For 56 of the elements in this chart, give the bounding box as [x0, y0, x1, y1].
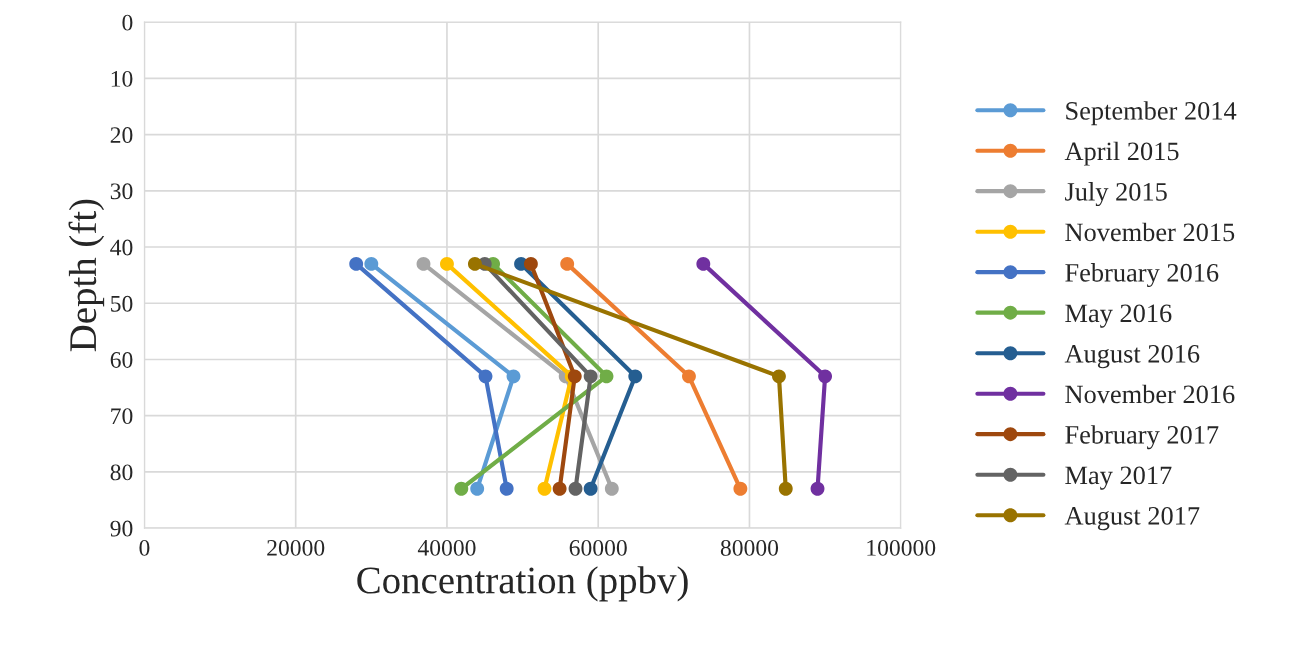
point: [467, 256, 482, 271]
point: [583, 369, 598, 384]
y-tick-label: 80: [110, 464, 133, 481]
y-tick-label: 40: [110, 239, 133, 256]
point: [778, 481, 793, 496]
legend-label: May 2016: [1065, 304, 1172, 328]
point: [478, 369, 493, 384]
legend-label: November 2016: [1065, 384, 1235, 404]
x-tick-label: 80000: [720, 539, 779, 556]
point: [604, 481, 619, 496]
point: [499, 481, 514, 496]
point: [818, 369, 833, 384]
point: [560, 256, 575, 271]
point: [810, 481, 825, 496]
y-tick-label: 70: [111, 408, 133, 425]
y-tick-label: 20: [110, 127, 133, 144]
point: [568, 481, 583, 496]
y-tick-label: 0: [122, 14, 133, 31]
point: [599, 369, 614, 384]
point: [682, 369, 696, 384]
point: [349, 256, 364, 271]
legend-label: August 2016: [1064, 344, 1200, 369]
x-tick-label: 20000: [267, 539, 325, 556]
point: [552, 481, 567, 496]
y-tick-label: 60: [110, 351, 133, 368]
point: [470, 481, 485, 496]
x-tick-label: 0: [139, 539, 150, 556]
x-tick-label: 100000: [867, 539, 936, 556]
point: [696, 256, 711, 271]
point: [583, 481, 598, 496]
y-tick-label: 10: [111, 70, 133, 87]
legend-label: September 2014: [1066, 101, 1237, 126]
point: [364, 256, 379, 271]
point: [416, 256, 431, 271]
y-tick-label: 90: [110, 520, 133, 537]
x-tick-label: 40000: [417, 539, 476, 556]
point: [537, 481, 552, 496]
legend-label: February 2016: [1065, 263, 1219, 288]
point: [772, 369, 786, 384]
point: [440, 256, 454, 271]
y-tick-label: 50: [111, 295, 133, 312]
y-tick-label: 30: [110, 183, 133, 200]
point: [506, 369, 521, 384]
point: [733, 481, 748, 496]
legend-label: July 2015: [1065, 182, 1167, 207]
legend-label: November 2015: [1065, 222, 1235, 242]
point: [454, 481, 469, 496]
point: [523, 256, 538, 271]
legend-label: February 2017: [1065, 425, 1219, 450]
x-axis-title: Concentration (ppbv): [357, 566, 688, 602]
x-tick-label: 60000: [569, 539, 627, 556]
legend-label: May 2017: [1065, 466, 1172, 490]
legend-label: April 2015: [1064, 141, 1179, 166]
point: [628, 369, 643, 384]
legend-label: August 2017: [1064, 506, 1200, 531]
y-axis-title: Depth (ft): [68, 199, 105, 352]
